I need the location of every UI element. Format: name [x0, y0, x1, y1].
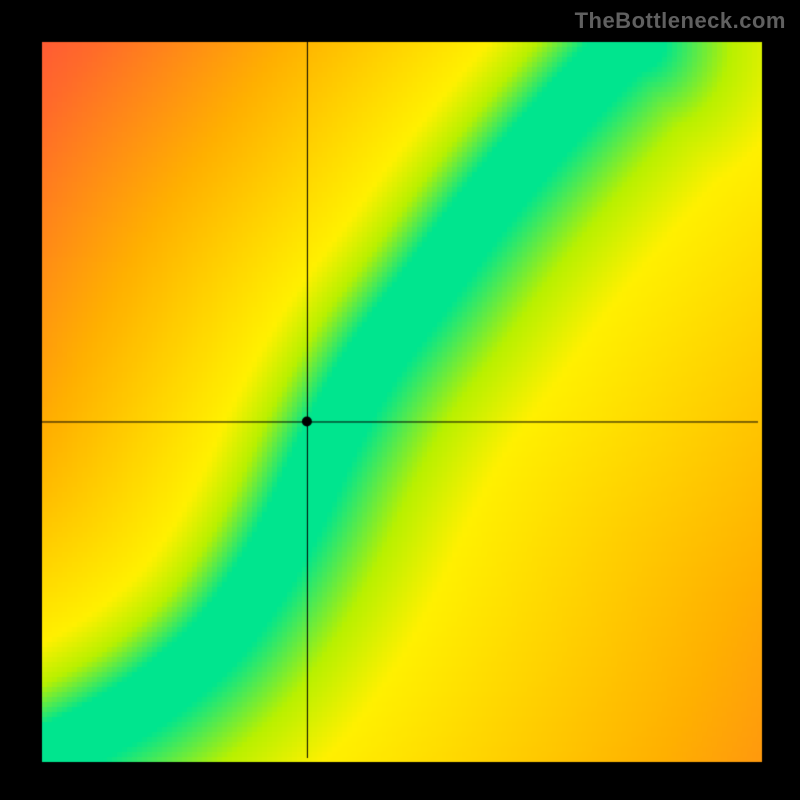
- watermark-text: TheBottleneck.com: [575, 8, 786, 34]
- bottleneck-heatmap: [0, 0, 800, 800]
- chart-container: TheBottleneck.com: [0, 0, 800, 800]
